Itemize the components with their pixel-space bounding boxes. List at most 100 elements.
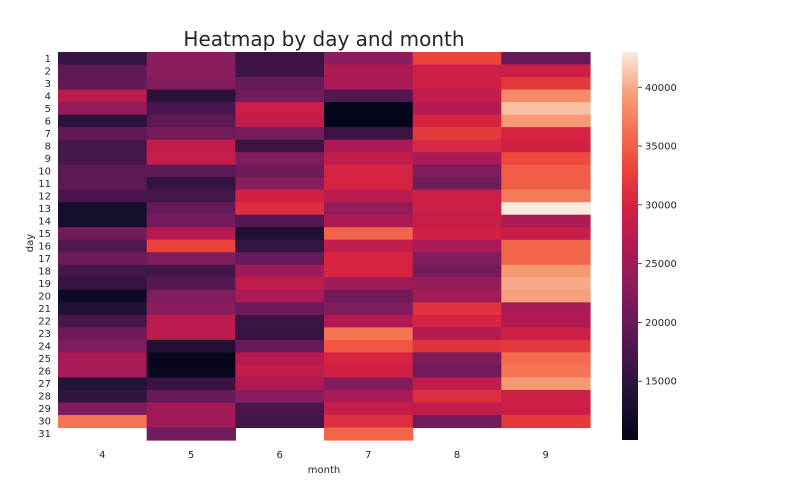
heatmap-cell-day-21-month-5	[146, 302, 236, 316]
heatmap-cell-day-15-month-5	[146, 227, 236, 241]
heatmap-cell-day-6-month-4	[58, 114, 148, 128]
heatmap-cell-day-10-month-4	[58, 164, 148, 178]
heatmap-cell-day-14-month-8	[412, 214, 502, 228]
heatmap-cell-day-23-month-4	[58, 327, 148, 341]
heatmap-cell-day-28-month-4	[58, 389, 148, 404]
heatmap-cell-day-20-month-9	[501, 289, 591, 303]
heatmap-cell-day-17-month-9	[501, 252, 591, 266]
heatmap-cell-day-9-month-7	[324, 152, 414, 166]
heatmap-cell-day-18-month-8	[412, 264, 502, 278]
heatmap-cell-day-8-month-9	[501, 139, 591, 153]
heatmap-cell-day-7-month-5	[146, 127, 236, 141]
heatmap-cell-day-17-month-7	[324, 252, 414, 266]
y-tick-labels: 1234567891011121314151617181920212223242…	[38, 54, 51, 440]
heatmap-cell-day-1-month-9	[501, 52, 591, 66]
heatmap-cell-day-28-month-5	[146, 389, 236, 404]
heatmap-cell-day-1-month-5	[146, 52, 236, 66]
heatmap-cell-day-11-month-5	[146, 177, 236, 191]
heatmap-cell-day-16-month-9	[501, 239, 591, 253]
x-tick-label: 6	[276, 450, 282, 461]
y-tick-label: 6	[45, 116, 51, 127]
heatmap-cell-day-27-month-5	[146, 377, 236, 391]
colorbar-tick-label: 15000	[645, 377, 677, 388]
heatmap-cell-day-13-month-7	[324, 202, 414, 216]
colorbar-ticks: 15000 20000 25000 30000 35000 40000	[638, 83, 677, 388]
heatmap-cell-day-30-month-8	[412, 414, 502, 429]
heatmap-cell-day-8-month-5	[146, 139, 236, 153]
heatmap-cell-day-30-month-4	[58, 414, 148, 429]
heatmap-cell-day-5-month-8	[412, 102, 502, 116]
heatmap-cell-day-3-month-7	[324, 77, 414, 91]
heatmap-cell-day-24-month-7	[324, 339, 414, 353]
x-tick-label: 5	[188, 450, 194, 461]
heatmap-cell-day-2-month-9	[501, 64, 591, 78]
heatmap-cell-day-15-month-7	[324, 227, 414, 241]
heatmap-cell-day-2-month-6	[235, 64, 325, 78]
heatmap-cell-day-3-month-8	[412, 77, 502, 91]
heatmap-cell-day-18-month-4	[58, 264, 148, 278]
heatmap-cell-day-25-month-7	[324, 352, 414, 366]
heatmap-cell-day-29-month-9	[501, 402, 591, 416]
heatmap-cell-day-25-month-4	[58, 352, 148, 366]
heatmap-cell-day-10-month-9	[501, 164, 591, 178]
heatmap-cell-day-24-month-8	[412, 339, 502, 353]
heatmap-cell-day-5-month-9	[501, 102, 591, 116]
heatmap-cell-day-7-month-4	[58, 127, 148, 141]
heatmap-cell-day-29-month-4	[58, 402, 148, 416]
heatmap-cell-day-16-month-6	[235, 239, 325, 253]
y-axis-label: day	[25, 234, 36, 252]
heatmap-cell-day-30-month-7	[324, 414, 414, 429]
heatmap-cell-day-17-month-5	[146, 252, 236, 266]
heatmap-cell-day-24-month-4	[58, 339, 148, 353]
heatmap-cell-day-8-month-6	[235, 139, 325, 153]
y-tick-label: 27	[38, 379, 51, 390]
heatmap-cell-day-30-month-5	[146, 414, 236, 429]
heatmap-cell-day-2-month-4	[58, 64, 148, 78]
heatmap-cell-day-27-month-9	[501, 377, 591, 391]
heatmap-cell-day-26-month-7	[324, 364, 414, 379]
y-tick-label: 20	[38, 292, 51, 303]
heatmap-cell-day-14-month-7	[324, 214, 414, 228]
heatmap-cell-day-14-month-6	[235, 214, 325, 228]
heatmap-cell-day-5-month-4	[58, 102, 148, 116]
x-tick-label: 7	[365, 450, 371, 461]
heatmap-cell-day-16-month-8	[412, 239, 502, 253]
heatmap-cell-day-6-month-6	[235, 114, 325, 128]
y-tick-label: 23	[38, 329, 51, 340]
heatmap-cell-day-6-month-8	[412, 114, 502, 128]
colorbar-tick-label: 35000	[645, 142, 677, 153]
heatmap-cell-day-13-month-9	[501, 202, 591, 216]
heatmap-cell-day-7-month-6	[235, 127, 325, 141]
heatmap-cell-day-9-month-8	[412, 152, 502, 166]
heatmap-cell-day-30-month-9	[501, 414, 591, 429]
y-tick-label: 22	[38, 317, 51, 328]
heatmap-cell-day-18-month-5	[146, 264, 236, 278]
heatmap-cell-day-4-month-4	[58, 89, 148, 103]
heatmap-cell-day-20-month-8	[412, 289, 502, 303]
heatmap-cell-day-9-month-4	[58, 152, 148, 166]
heatmap-cell-day-5-month-6	[235, 102, 325, 116]
heatmap-cell-day-7-month-7	[324, 127, 414, 141]
heatmap-cell-day-14-month-4	[58, 214, 148, 228]
heatmap-cell-day-10-month-6	[235, 164, 325, 178]
heatmap-cell-day-26-month-4	[58, 364, 148, 379]
heatmap-cell-day-26-month-8	[412, 364, 502, 379]
x-tick-label: 8	[454, 450, 460, 461]
heatmap-cell-day-22-month-4	[58, 314, 148, 328]
y-tick-label: 24	[38, 342, 51, 353]
heatmap-cell-day-15-month-4	[58, 227, 148, 241]
heatmap-cell-day-23-month-5	[146, 327, 236, 341]
y-tick-label: 9	[45, 154, 51, 165]
heatmap-cell-day-23-month-6	[235, 327, 325, 341]
y-tick-label: 30	[38, 417, 51, 428]
y-tick-label: 21	[38, 304, 51, 315]
heatmap-cell-day-1-month-7	[324, 52, 414, 66]
heatmap-cell-day-29-month-8	[412, 402, 502, 416]
heatmap-cell-day-21-month-8	[412, 302, 502, 316]
heatmap-cell-day-19-month-6	[235, 277, 325, 291]
y-tick-label: 10	[38, 166, 51, 177]
heatmap-cell-day-26-month-6	[235, 364, 325, 379]
heatmap-cell-day-2-month-8	[412, 64, 502, 78]
heatmap-cell-day-12-month-9	[501, 189, 591, 203]
heatmap-cell-day-15-month-6	[235, 227, 325, 241]
